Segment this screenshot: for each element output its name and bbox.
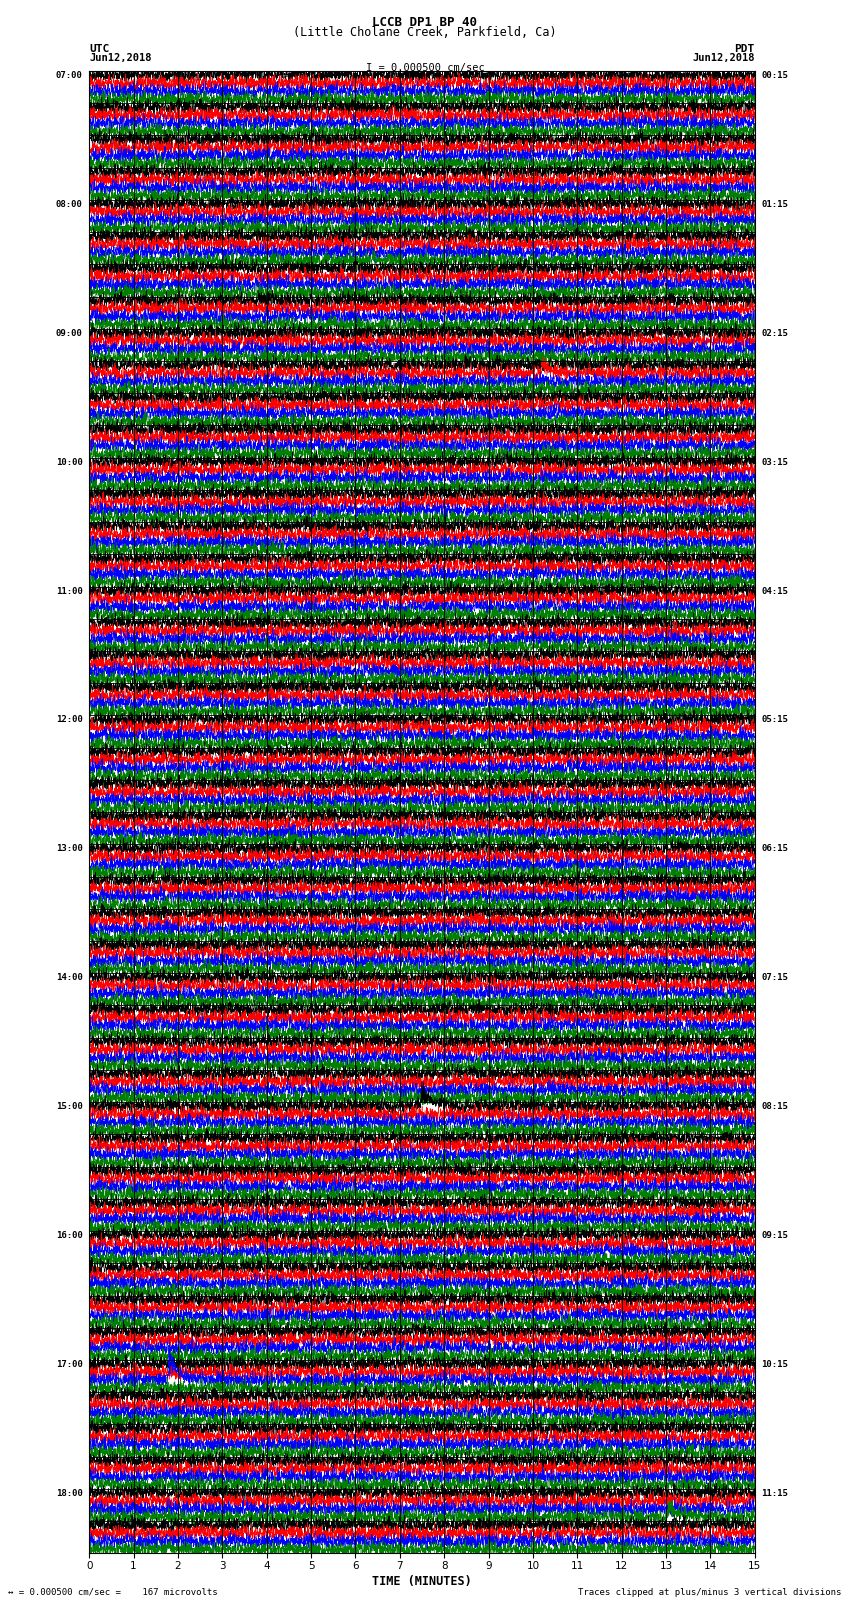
Text: 08:00: 08:00	[56, 200, 82, 208]
Text: 07:00: 07:00	[56, 71, 82, 81]
Text: PDT: PDT	[734, 44, 755, 53]
Text: LCCB DP1 BP 40: LCCB DP1 BP 40	[372, 16, 478, 29]
Text: Jun12,2018: Jun12,2018	[692, 53, 755, 63]
Text: 08:15: 08:15	[762, 1102, 788, 1111]
Text: 13:00: 13:00	[56, 844, 82, 853]
Text: 11:00: 11:00	[56, 587, 82, 595]
Text: 14:00: 14:00	[56, 973, 82, 982]
Text: Jun12,2018: Jun12,2018	[89, 53, 152, 63]
Text: 10:00: 10:00	[56, 458, 82, 466]
Text: UTC: UTC	[89, 44, 110, 53]
Text: 02:15: 02:15	[762, 329, 788, 337]
Text: (Little Cholane Creek, Parkfield, Ca): (Little Cholane Creek, Parkfield, Ca)	[293, 26, 557, 39]
Text: 09:00: 09:00	[56, 329, 82, 337]
Text: 18:00: 18:00	[56, 1489, 82, 1498]
Text: 10:15: 10:15	[762, 1360, 788, 1369]
Text: 03:15: 03:15	[762, 458, 788, 466]
Text: 15:00: 15:00	[56, 1102, 82, 1111]
Text: ↔ = 0.000500 cm/sec =    167 microvolts: ↔ = 0.000500 cm/sec = 167 microvolts	[8, 1587, 218, 1597]
Text: 11:15: 11:15	[762, 1489, 788, 1498]
Text: 16:00: 16:00	[56, 1231, 82, 1240]
Text: 06:15: 06:15	[762, 844, 788, 853]
Text: 05:15: 05:15	[762, 716, 788, 724]
Text: 01:15: 01:15	[762, 200, 788, 208]
Text: 00:15: 00:15	[762, 71, 788, 81]
Text: 09:15: 09:15	[762, 1231, 788, 1240]
Text: 17:00: 17:00	[56, 1360, 82, 1369]
X-axis label: TIME (MINUTES): TIME (MINUTES)	[372, 1576, 472, 1589]
Text: Traces clipped at plus/minus 3 vertical divisions: Traces clipped at plus/minus 3 vertical …	[578, 1587, 842, 1597]
Text: 07:15: 07:15	[762, 973, 788, 982]
Text: 04:15: 04:15	[762, 587, 788, 595]
Text: 12:00: 12:00	[56, 716, 82, 724]
Text: I = 0.000500 cm/sec: I = 0.000500 cm/sec	[366, 63, 484, 73]
